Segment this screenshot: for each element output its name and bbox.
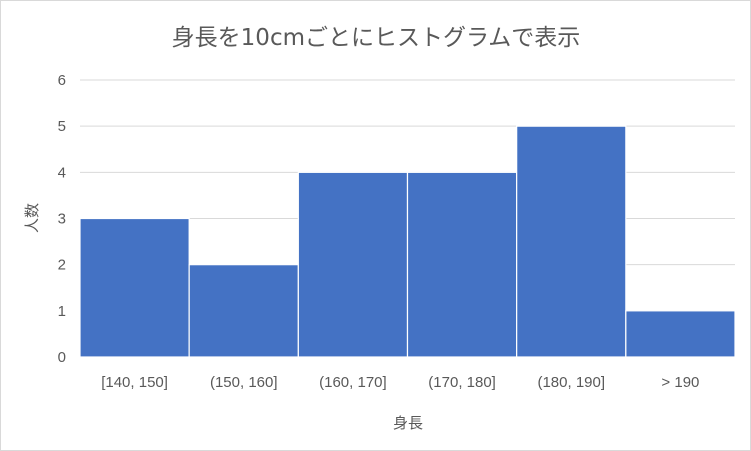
histogram-bar [79,217,190,358]
y-tick-label: 4 [58,164,66,181]
x-axis-title: 身長 [393,414,423,432]
x-tick-labels: [140, 150] (150, 160] (160, 170] (170, 180]… [101,374,699,391]
y-tick-label: 6 [58,72,66,89]
histogram-bar [297,171,409,358]
y-tick-label: 1 [58,303,66,320]
histogram-bar [625,310,736,358]
x-tick-label: (170, 180] [428,374,496,391]
chart-title: 身長を10cmごとにヒストグラムで表示 [172,25,581,51]
histogram-bar [406,171,518,358]
bars [79,125,736,358]
y-tick-labels: 0 1 2 3 4 5 6 [58,72,66,366]
y-tick-label: 0 [58,349,66,366]
x-tick-label: (180, 190] [537,374,605,391]
histogram-bar [516,125,627,358]
y-tick-label: 5 [58,118,66,135]
x-tick-label: (160, 170] [319,374,387,391]
histogram-bar [188,264,299,358]
y-tick-label: 3 [58,211,66,228]
x-tick-label: (150, 160] [210,374,278,391]
y-axis-title: 人数 [23,203,41,233]
y-tick-label: 2 [58,257,66,274]
x-tick-label: > 190 [661,374,699,391]
x-tick-label: [140, 150] [101,374,168,391]
